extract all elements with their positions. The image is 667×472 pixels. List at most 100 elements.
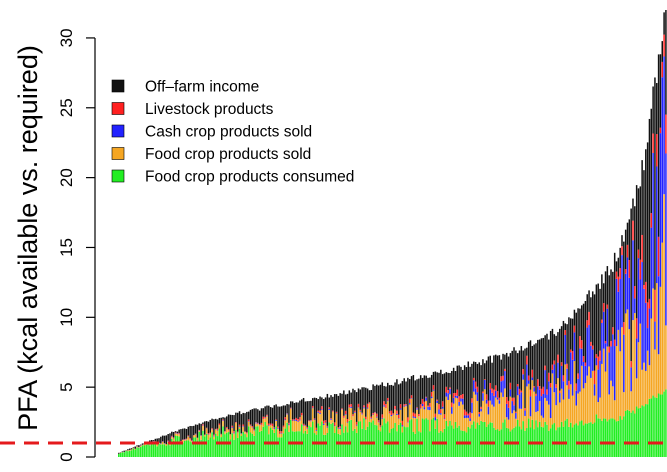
bar-segment-livestock [447,390,449,394]
bar-segment-cash-crop [429,406,431,411]
bar-segment-food-consumed [502,422,504,457]
bar-segment-food-consumed [588,422,590,457]
bar-segment-cash-crop [423,407,426,410]
bar-segment-off-farm [621,235,623,247]
bar-segment-livestock [257,422,259,424]
bar-segment-livestock [513,397,515,406]
bar-segment-livestock [238,424,241,426]
bar-segment-off-farm [394,382,396,406]
bar-segment-livestock [260,422,263,425]
bar-segment-food-sold [308,421,310,426]
bar-segment-off-farm [282,405,285,426]
bar-segment-food-consumed [645,404,647,457]
bar-segment-livestock [650,213,653,228]
bar-segment-food-consumed [180,444,182,457]
bar-segment-food-sold [502,396,504,423]
bar-segment-cash-crop [566,368,568,386]
bar-segment-food-consumed [580,420,583,457]
bar-segment-livestock [443,414,446,419]
bar-segment-cash-crop [500,381,502,393]
bar-segment-food-sold [200,435,202,440]
bar-segment-food-consumed [158,443,160,457]
bar-segment-food-consumed [425,418,427,457]
bar-segment-livestock [387,397,389,401]
bar-segment-off-farm [361,387,363,413]
bar-segment-food-sold [496,399,499,430]
bar-segment-food-sold [544,397,546,422]
bar-segment-food-consumed [238,428,241,457]
bar-segment-food-sold [236,432,239,438]
bar-segment-food-consumed [220,437,222,457]
bar-segment-off-farm [231,414,233,426]
bar-segment-off-farm [357,388,360,404]
bar-segment-off-farm [330,395,332,419]
bar-segment-livestock [656,134,658,167]
bar-segment-cash-crop [183,439,186,441]
bar-segment-off-farm [511,350,513,398]
bar-segment-off-farm [582,303,585,357]
legend-swatch [111,147,125,160]
bar-segment-cash-crop [527,380,530,384]
bar-segment-food-sold [324,422,327,435]
bar-segment-livestock [171,435,173,437]
bar-segment-food-sold [156,444,158,447]
bar-segment-food-sold [370,418,373,423]
bar-segment-food-sold [244,432,246,435]
bar-segment-food-consumed [641,405,643,457]
bar-segment-food-consumed [187,440,190,457]
bar-segment-cash-crop [277,428,279,430]
bar-segment-food-sold [551,373,554,425]
bar-segment-off-farm [304,401,307,425]
bar-segment-cash-crop [297,421,299,422]
bar-segment-food-consumed [665,389,667,457]
bar-segment-livestock [623,322,625,335]
bar-segment-livestock [593,370,596,385]
bar-segment-food-sold [626,309,629,410]
bar-segment-livestock [235,422,237,423]
bar-segment-livestock [515,411,517,414]
bar-segment-off-farm [416,379,418,408]
bar-segment-food-consumed [290,419,292,457]
bar-segment-food-consumed [189,441,191,457]
bar-segment-cash-crop [537,386,539,412]
bar-segment-livestock [643,284,645,289]
bar-segment-livestock [178,433,180,435]
bar-segment-food-consumed [518,426,521,457]
bar-segment-off-farm [346,393,349,419]
bar-segment-cash-crop [403,405,405,407]
bar-segment-food-sold [218,425,221,429]
bar-segment-off-farm [546,333,548,390]
bar-segment-off-farm [471,363,473,399]
bar-segment-livestock [544,365,546,371]
bar-segment-food-consumed [449,420,451,457]
bar-segment-food-sold [247,421,250,427]
bar-segment-food-consumed [527,418,530,457]
bar-segment-livestock [504,368,506,372]
bar-segment-cash-crop [564,334,567,365]
bar-segment-food-sold [665,325,667,390]
bar-segment-cash-crop [231,427,233,429]
bar-segment-food-consumed [308,425,310,457]
bar-segment-off-farm [214,418,217,429]
bar-segment-cash-crop [657,276,660,355]
bar-segment-off-farm [299,400,301,418]
bar-segment-food-sold [268,425,270,435]
bar-segment-food-consumed [613,419,616,457]
bar-segment-cash-crop [491,392,493,405]
bar-segment-cash-crop [645,302,647,371]
bar-segment-off-farm [549,330,552,384]
bar-segment-off-farm [484,363,486,380]
bar-segment-off-farm [121,451,124,452]
bar-segment-food-sold [516,395,519,420]
bar-segment-livestock [516,384,519,387]
bar-segment-livestock [549,383,552,388]
bar-segment-food-consumed [301,424,303,457]
bar-segment-cash-crop [515,413,517,419]
bar-segment-food-sold [313,420,316,434]
bar-segment-off-farm [601,274,603,320]
bar-segment-off-farm [271,407,274,424]
bar-segment-food-sold [172,438,175,441]
bar-segment-cash-crop [560,365,563,389]
bar-segment-food-sold [319,414,321,426]
bar-segment-off-farm [260,408,263,423]
